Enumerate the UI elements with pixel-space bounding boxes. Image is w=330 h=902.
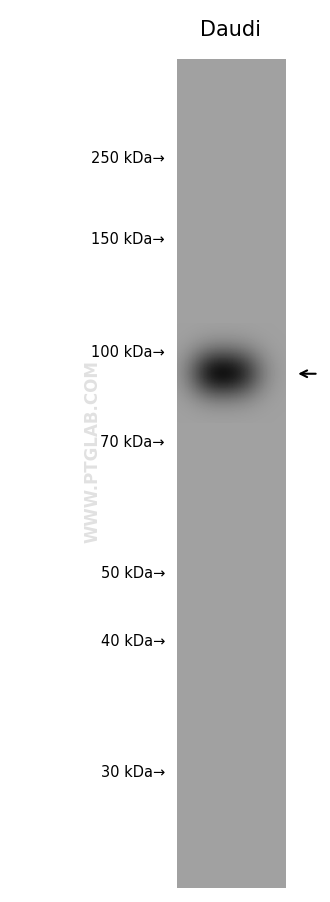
Text: 150 kDa→: 150 kDa→	[91, 232, 165, 246]
Text: 40 kDa→: 40 kDa→	[101, 633, 165, 648]
Text: 50 kDa→: 50 kDa→	[101, 566, 165, 580]
Text: Daudi: Daudi	[201, 20, 261, 40]
Text: 70 kDa→: 70 kDa→	[101, 435, 165, 449]
Text: 30 kDa→: 30 kDa→	[101, 764, 165, 778]
Text: 100 kDa→: 100 kDa→	[91, 345, 165, 359]
Text: WWW.PTGLAB.COM: WWW.PTGLAB.COM	[83, 360, 101, 542]
Text: 250 kDa→: 250 kDa→	[91, 151, 165, 165]
